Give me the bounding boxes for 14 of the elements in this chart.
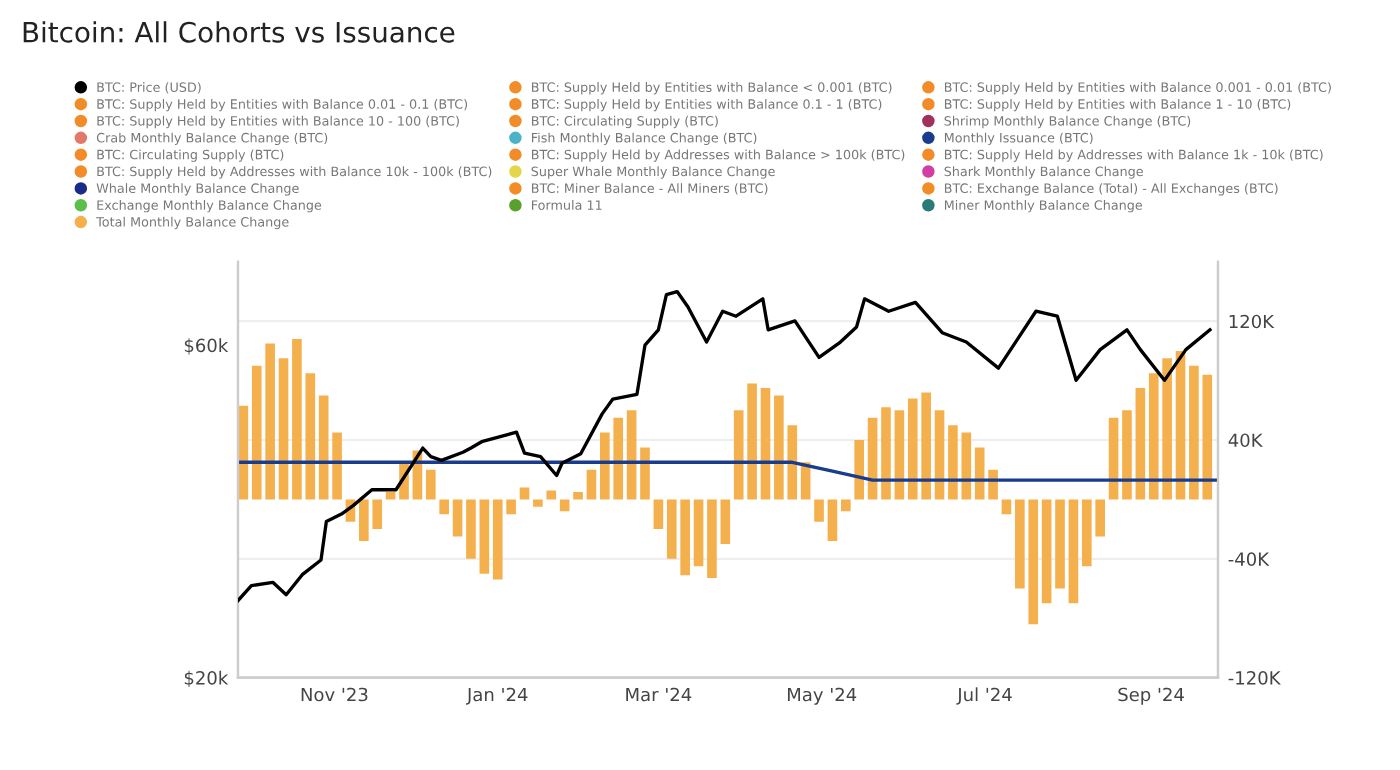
x-tick-label: Sep '24 — [1118, 687, 1184, 705]
y2-tick-label: -120K — [1228, 671, 1281, 685]
y2-tick-label: 120K — [1229, 314, 1275, 329]
x-tick-label: Jul '24 — [956, 687, 1012, 705]
y-tick-label: $60k — [184, 338, 229, 355]
y2-tick-label: 40K — [1228, 433, 1263, 448]
x-tick-label: Nov '23 — [301, 687, 368, 702]
x-tick-label: Jan '24 — [466, 687, 528, 705]
x-tick-label: May '24 — [787, 687, 857, 705]
x-tick-label: Mar '24 — [626, 687, 692, 702]
y-tick-label: $20k — [184, 670, 229, 688]
line-series — [238, 289, 1212, 603]
chart-title: Bitcoin: All Cohorts vs Issuance — [23, 21, 455, 43]
y2-tick-label: -40K — [1228, 552, 1270, 566]
